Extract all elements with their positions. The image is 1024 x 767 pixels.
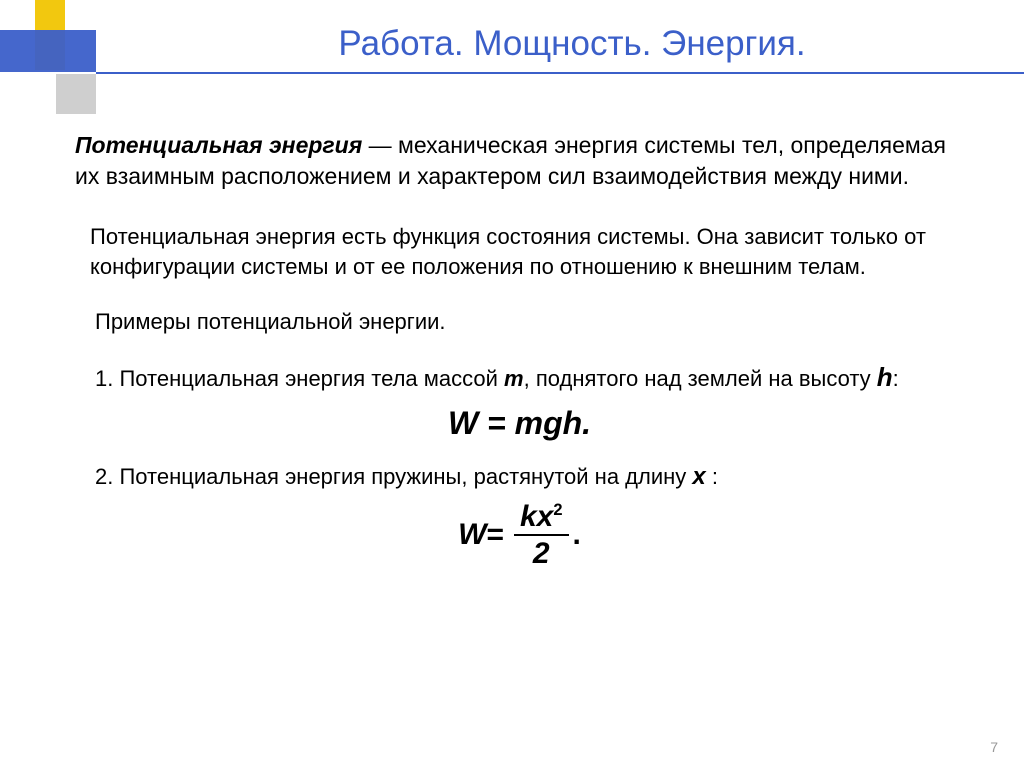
example-2-suffix: : [706,464,718,489]
decor-gray-square [56,74,96,114]
formula-2-num-exp: 2 [553,501,562,519]
page-number: 7 [990,739,998,755]
example-2-var-x: x [692,463,705,490]
example-2-prefix: 2. Потенциальная энергия пружины, растян… [95,464,692,489]
example-1-mid: , поднятого над землей на высоту [524,366,877,391]
decor-blue-rect [0,30,96,72]
example-1-prefix: 1. Потенциальная энергия тела массой [95,366,504,391]
slide-content: Потенциальная энергия — механическая эне… [75,130,964,570]
note-paragraph: Потенциальная энергия есть функция состо… [90,222,964,281]
definition-term: Потенциальная энергия [75,132,362,158]
example-1-suffix: : [893,366,899,391]
decor-blue-line [96,72,1024,74]
example-1-text: 1. Потенциальная энергия тела массой m, … [95,359,964,397]
example-2-text: 2. Потенциальная энергия пружины, растян… [95,460,964,495]
slide-title: Работа. Мощность. Энергия. [170,24,974,64]
formula-1: W = mgh. [75,405,964,442]
formula-2-eq: = [486,518,504,552]
formula-2-denominator: 2 [533,536,550,570]
formula-2-tail: . [573,518,581,552]
formula-2-numerator: kx2 [514,501,569,537]
corner-decoration [0,0,120,120]
examples-heading: Примеры потенциальной энергии. [95,309,964,335]
definition-paragraph: Потенциальная энергия — механическая эне… [75,130,964,192]
formula-2-num-kx: kx [520,500,553,533]
example-1-var-m: m [504,366,524,391]
example-1-var-h: h [877,362,893,392]
formula-2: W = kx2 2 . [75,501,964,570]
formula-2-fraction: kx2 2 [514,501,569,570]
formula-2-lhs: W [458,518,486,552]
